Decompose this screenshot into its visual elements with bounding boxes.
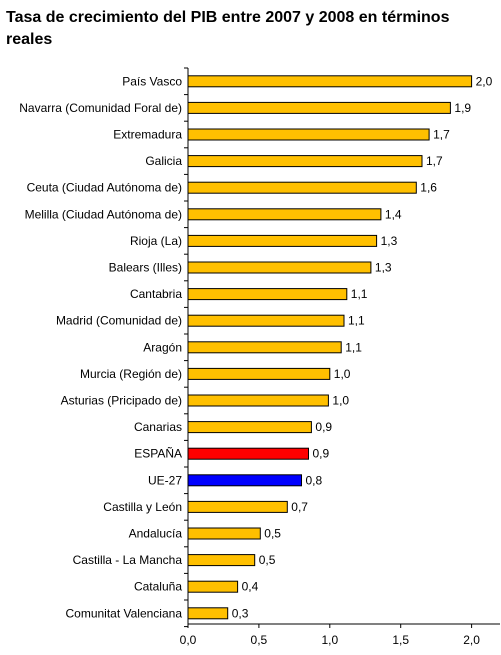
category-label: Cantabria xyxy=(130,287,182,301)
bar xyxy=(187,394,329,407)
category-label: ESPAÑA xyxy=(134,447,182,461)
category-label: País Vasco xyxy=(122,74,182,88)
bar xyxy=(187,421,312,434)
bar xyxy=(187,314,345,327)
bar xyxy=(187,128,430,141)
data-label: 0,3 xyxy=(232,606,249,620)
category-label: Rioja (La) xyxy=(130,234,182,248)
data-label: 2,0 xyxy=(476,74,493,88)
x-tick-label: 1,5 xyxy=(392,633,409,647)
bar xyxy=(187,288,348,301)
category-label: Castilla y León xyxy=(103,500,182,514)
data-label: 0,9 xyxy=(315,420,332,434)
data-label: 1,0 xyxy=(334,367,351,381)
bars-layer xyxy=(187,75,473,620)
bar xyxy=(187,367,331,380)
category-label: Cataluña xyxy=(134,580,182,594)
bar xyxy=(187,527,261,540)
category-label: Murcia (Región de) xyxy=(80,367,182,381)
category-label: Ceuta (Ciudad Autónoma de) xyxy=(27,181,182,195)
data-label: 1,3 xyxy=(381,234,398,248)
category-label: Castilla - La Mancha xyxy=(73,553,183,567)
data-label: 0,7 xyxy=(291,500,308,514)
data-label: 1,7 xyxy=(433,128,450,142)
data-label: 0,4 xyxy=(242,580,259,594)
bar xyxy=(187,500,288,513)
data-label: 0,5 xyxy=(264,527,281,541)
bar xyxy=(187,261,372,274)
bar xyxy=(187,554,256,567)
bar xyxy=(187,155,423,168)
data-label: 1,0 xyxy=(332,394,349,408)
bar xyxy=(187,607,229,620)
value-labels-layer: 2,01,91,71,71,61,41,31,31,11,11,11,01,00… xyxy=(232,74,493,620)
bar xyxy=(187,447,309,460)
data-label: 1,1 xyxy=(348,314,365,328)
bar xyxy=(187,75,473,88)
category-label: Navarra (Comunidad Foral de) xyxy=(19,101,182,115)
category-label: Canarias xyxy=(134,420,182,434)
bar xyxy=(187,234,378,247)
data-label: 1,1 xyxy=(345,340,362,354)
bar xyxy=(187,474,302,487)
x-tick-label: 0,5 xyxy=(251,633,268,647)
category-label: Extremadura xyxy=(113,128,182,142)
data-label: 1,4 xyxy=(385,207,402,221)
category-label: Madrid (Comunidad de) xyxy=(56,314,182,328)
data-label: 1,7 xyxy=(426,154,443,168)
data-label: 0,9 xyxy=(313,447,330,461)
category-label: Andalucía xyxy=(129,527,183,541)
category-label: Melilla (Ciudad Autónoma de) xyxy=(25,207,182,221)
category-label: Asturias (Pricipado de) xyxy=(61,394,182,408)
category-label: UE-27 xyxy=(148,473,182,487)
category-label: Comunitat Valenciana xyxy=(65,606,182,620)
chart-title: Tasa de crecimiento del PIB entre 2007 y… xyxy=(6,9,450,48)
bar xyxy=(187,101,451,114)
data-label: 0,5 xyxy=(259,553,276,567)
data-label: 0,8 xyxy=(306,473,323,487)
bar xyxy=(187,208,382,221)
bar xyxy=(187,181,417,194)
data-label: 1,6 xyxy=(420,181,437,195)
category-labels-layer: País Vasco Navarra (Comunidad Foral de) Ex… xyxy=(19,74,182,620)
bar xyxy=(187,580,239,593)
x-tick-label: 1,0 xyxy=(321,633,338,647)
category-label: Balears (Illes) xyxy=(109,261,182,275)
bar xyxy=(187,341,342,354)
category-label: Aragón xyxy=(143,340,182,354)
data-label: 1,9 xyxy=(454,101,471,115)
x-axis: 0,0 0,5 1,0 1,5 2,0 xyxy=(180,67,500,647)
x-tick-label: 2,0 xyxy=(463,633,480,647)
x-tick-label: 0,0 xyxy=(180,633,197,647)
data-label: 1,3 xyxy=(375,261,392,275)
data-label: 1,1 xyxy=(351,287,368,301)
category-label: Galicia xyxy=(145,154,182,168)
